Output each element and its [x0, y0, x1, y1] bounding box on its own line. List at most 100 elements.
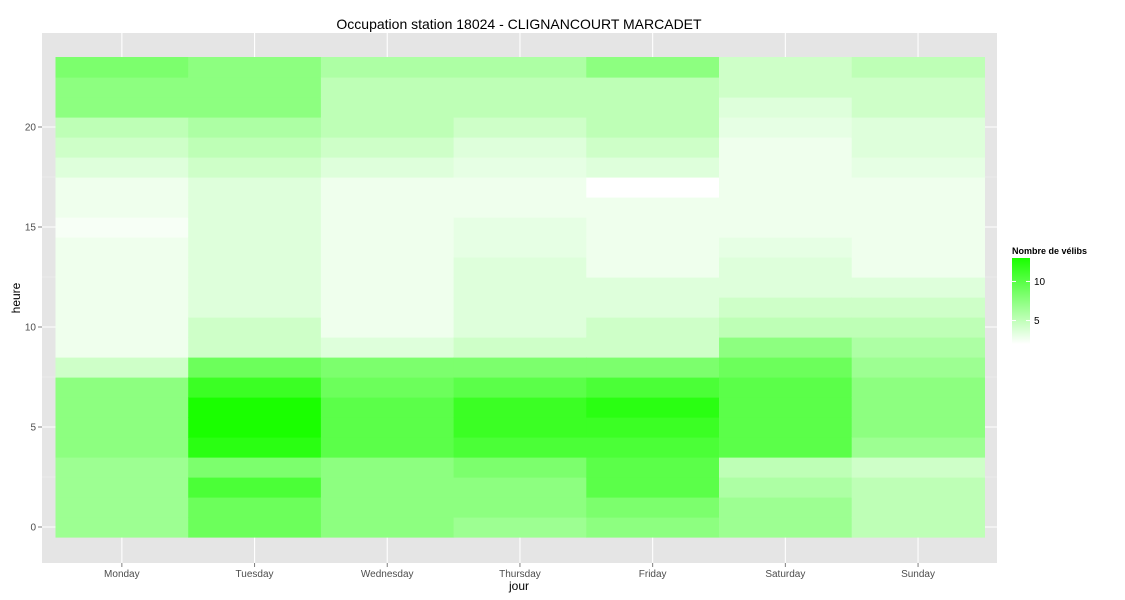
cell-thursday-13	[453, 257, 587, 278]
cell-sunday-8	[851, 357, 985, 378]
cell-wednesday-1	[320, 497, 455, 518]
cell-saturday-2	[719, 477, 853, 498]
cell-sunday-13	[851, 257, 985, 278]
legend-title: Nombre de vélibs	[1012, 246, 1087, 256]
cell-sunday-3	[851, 457, 985, 478]
cell-tuesday-16	[188, 197, 322, 218]
cell-tuesday-18	[188, 157, 322, 178]
cell-sunday-10	[851, 317, 985, 338]
cell-friday-16	[586, 197, 720, 218]
x-tick-label: Sunday	[901, 569, 935, 580]
cell-thursday-23	[453, 57, 587, 78]
cell-saturday-23	[719, 57, 853, 78]
cell-thursday-8	[453, 357, 587, 378]
cell-friday-13	[586, 257, 720, 278]
cell-wednesday-4	[320, 437, 455, 458]
cell-saturday-6	[719, 397, 853, 418]
cell-thursday-14	[453, 237, 587, 258]
cell-thursday-11	[453, 297, 587, 318]
cell-tuesday-8	[188, 357, 322, 378]
cell-thursday-2	[453, 477, 587, 498]
cell-friday-6	[586, 397, 720, 418]
y-tick-label: 10	[25, 323, 37, 334]
cell-thursday-15	[453, 217, 587, 238]
cell-monday-6	[55, 397, 189, 418]
cell-tuesday-11	[188, 297, 322, 318]
cell-wednesday-3	[320, 457, 455, 478]
cell-monday-23	[55, 57, 189, 78]
x-tick-label: Friday	[639, 569, 667, 580]
cell-friday-12	[586, 277, 720, 298]
cell-friday-21	[586, 97, 720, 118]
cell-wednesday-19	[320, 137, 455, 158]
cell-monday-7	[55, 377, 189, 398]
cell-sunday-0	[851, 517, 985, 538]
cell-thursday-18	[453, 157, 587, 178]
cell-tuesday-21	[188, 97, 322, 118]
x-tick-label: Tuesday	[236, 569, 274, 580]
cell-wednesday-17	[320, 177, 455, 198]
cell-tuesday-22	[188, 77, 322, 98]
cell-tuesday-1	[188, 497, 322, 518]
cell-saturday-4	[719, 437, 853, 458]
cell-thursday-17	[453, 177, 587, 198]
cell-friday-11	[586, 297, 720, 318]
cell-thursday-3	[453, 457, 587, 478]
cell-monday-2	[55, 477, 189, 498]
cell-wednesday-16	[320, 197, 455, 218]
x-axis-ticks: Monday Tuesday Wednesday Thursday Friday Satu…	[104, 563, 935, 580]
cell-monday-18	[55, 157, 189, 178]
cell-sunday-18	[851, 157, 985, 178]
cell-sunday-9	[851, 337, 985, 358]
cell-monday-4	[55, 437, 189, 458]
cell-friday-3	[586, 457, 720, 478]
cell-thursday-12	[453, 277, 587, 298]
cell-wednesday-6	[320, 397, 455, 418]
cell-monday-15	[55, 217, 189, 238]
cell-sunday-5	[851, 417, 985, 438]
cell-monday-5	[55, 417, 189, 438]
cell-monday-3	[55, 457, 189, 478]
cell-monday-11	[55, 297, 189, 318]
cell-wednesday-8	[320, 357, 455, 378]
cell-friday-19	[586, 137, 720, 158]
cell-thursday-1	[453, 497, 587, 518]
cell-sunday-11	[851, 297, 985, 318]
cell-sunday-17	[851, 177, 985, 198]
cell-saturday-9	[719, 337, 853, 358]
cell-saturday-7	[719, 377, 853, 398]
cell-thursday-22	[453, 77, 587, 98]
cell-tuesday-14	[188, 237, 322, 258]
cell-friday-7	[586, 377, 720, 398]
cell-sunday-6	[851, 397, 985, 418]
y-axis-title: heure	[9, 282, 23, 313]
legend-tick-label: 10	[1034, 277, 1046, 288]
cell-monday-17	[55, 177, 189, 198]
cell-thursday-21	[453, 97, 587, 118]
cell-saturday-8	[719, 357, 853, 378]
cell-tuesday-9	[188, 337, 322, 358]
cell-saturday-3	[719, 457, 853, 478]
cell-monday-14	[55, 237, 189, 258]
cell-thursday-10	[453, 317, 587, 338]
cell-monday-10	[55, 317, 189, 338]
cell-tuesday-7	[188, 377, 322, 398]
cell-saturday-21	[719, 97, 853, 118]
cell-sunday-19	[851, 137, 985, 158]
legend-ticks: 5 10	[1012, 277, 1046, 327]
cell-thursday-20	[453, 117, 587, 138]
cell-saturday-10	[719, 317, 853, 338]
y-tick-label: 0	[30, 523, 36, 534]
cell-thursday-19	[453, 137, 587, 158]
cell-saturday-15	[719, 217, 853, 238]
cell-sunday-22	[851, 77, 985, 98]
cell-thursday-9	[453, 337, 587, 358]
cell-saturday-18	[719, 157, 853, 178]
cell-saturday-20	[719, 117, 853, 138]
cell-wednesday-10	[320, 317, 455, 338]
cell-saturday-12	[719, 277, 853, 298]
cell-monday-22	[55, 77, 189, 98]
cell-tuesday-19	[188, 137, 322, 158]
cell-saturday-19	[719, 137, 853, 158]
cell-saturday-16	[719, 197, 853, 218]
